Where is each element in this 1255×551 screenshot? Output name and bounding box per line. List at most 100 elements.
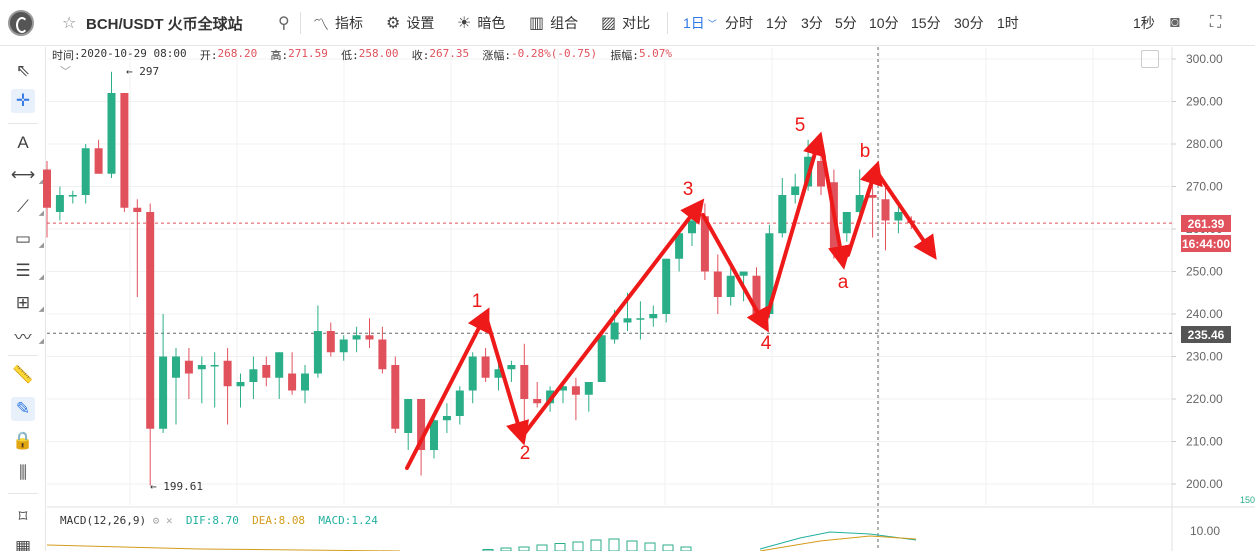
candle [184, 348, 193, 399]
candle [571, 377, 580, 421]
wave-arrow [820, 146, 852, 270]
candle [791, 173, 800, 204]
countdown-tag: 16:44:00 [1181, 235, 1231, 252]
sun-icon: ☀ [457, 15, 472, 32]
macd-bar [536, 544, 548, 551]
parallel-lines-icon[interactable]: ☰ ◢ [15, 261, 44, 281]
candle [262, 356, 271, 387]
candle [468, 352, 477, 404]
wave-label-1: 1 [472, 291, 483, 312]
candle [81, 144, 90, 204]
macd-legend: MACD(12,26,9) ⚙ ✕ DIF:8.70 DEA:8.08 MACD… [60, 512, 378, 528]
candle [55, 186, 64, 221]
candle-body [172, 356, 180, 378]
period-10m[interactable]: 10分 [869, 15, 899, 31]
fibonacci-icon[interactable]: ⊞ ◢ [15, 293, 44, 313]
candle [365, 318, 374, 348]
candle [172, 348, 180, 425]
macd-histogram [46, 531, 917, 551]
axis-tick-label: 270.00 [1186, 180, 1223, 194]
macd-bar [482, 549, 494, 551]
candle-body [430, 420, 438, 450]
tool-divider [8, 123, 38, 124]
period-1d[interactable]: 1日 ﹀ [683, 15, 717, 31]
candle-body [778, 195, 787, 234]
rectangle-icon[interactable]: ▭ ◢ [14, 229, 44, 249]
candle [133, 199, 142, 297]
candle-body [313, 331, 322, 374]
macd-bar [662, 544, 674, 551]
compare-label: 对比 [622, 15, 651, 31]
time-label: 时间: [52, 49, 81, 62]
candle-body [442, 416, 451, 421]
macd-name: MACD(12,26,9) [60, 513, 147, 527]
period-5m[interactable]: 5分 [835, 15, 857, 31]
candle-body [391, 365, 400, 429]
candle [94, 139, 103, 174]
symbol-title[interactable]: BCH/USDT 火币全球站 [86, 15, 243, 33]
favorite-star-icon[interactable]: ☆ [62, 15, 77, 32]
crosshair-icon[interactable]: ✛ [11, 89, 35, 113]
candle [146, 203, 155, 486]
wave-label-a: a [838, 272, 849, 293]
amplitude-value: 5.07% [638, 47, 673, 60]
candle-body [404, 399, 413, 433]
exchange-logo [8, 10, 34, 36]
candle [236, 373, 245, 408]
wave-label-5: 5 [795, 115, 806, 136]
candle-body [455, 390, 464, 416]
period-3m[interactable]: 3分 [801, 15, 823, 31]
search-icon[interactable]: ⚲ [278, 15, 290, 32]
brush-icon[interactable]: ✎ [11, 397, 35, 421]
period-30m[interactable]: 30分 [954, 15, 984, 31]
cursor-arrow-icon[interactable]: ⇖ [15, 61, 31, 80]
wave-arrow [764, 131, 827, 322]
refresh-interval[interactable]: 1秒 [1133, 15, 1155, 31]
settings-button[interactable]: ⚙ 设置 [386, 0, 434, 46]
fullscreen-icon[interactable]: ⛶ [1210, 14, 1222, 31]
tool-divider [8, 493, 38, 494]
candles-visibility-icon[interactable]: ⫼ [19, 463, 27, 482]
candle-body [713, 271, 722, 297]
lock-icon[interactable]: 🔒 [12, 431, 34, 450]
candle-body [675, 233, 684, 259]
macd-settings-icon[interactable]: ⚙ [152, 513, 160, 527]
wave-arrow [875, 170, 937, 260]
bookmark-icon[interactable]: ⌑ [18, 507, 28, 526]
candle-body [700, 216, 709, 272]
wave-label-3: 3 [683, 179, 694, 200]
open-label: 开: [199, 49, 218, 62]
axis-tick-label: 300.00 [1186, 52, 1223, 66]
candle-body [120, 93, 129, 208]
text-tool-icon[interactable]: A [17, 133, 29, 152]
candle [288, 352, 297, 395]
candle-body [855, 195, 864, 212]
settings-label: 设置 [406, 15, 435, 31]
collapse-legend-icon[interactable]: ﹀ [60, 66, 71, 78]
calendar-icon[interactable]: ▦ [14, 537, 32, 551]
candle-body [765, 233, 774, 314]
camera-icon[interactable]: ◙ [1170, 14, 1180, 31]
period-15m[interactable]: 15分 [911, 15, 941, 31]
ruler-icon[interactable]: 📏 [12, 365, 34, 384]
high-marker: ← 297 [126, 65, 159, 78]
macd-bar [572, 541, 584, 551]
low-label: 低: [341, 49, 359, 62]
combo-button[interactable]: ▥ 组合 [529, 0, 578, 46]
period-1m[interactable]: 1分 [766, 15, 788, 31]
candle-body [881, 199, 890, 221]
expand-chart-icon[interactable] [1141, 50, 1159, 68]
period-timeshare[interactable]: 分时 [725, 15, 753, 31]
candle-body [688, 220, 696, 234]
amplitude-label: 振幅: [610, 49, 639, 62]
trend-line-icon[interactable]: ⟋ ◢ [17, 197, 44, 217]
theme-button[interactable]: ☀ 暗色 [457, 0, 505, 46]
compare-button[interactable]: ▨ 对比 [601, 0, 650, 46]
period-1h[interactable]: 1时 [997, 15, 1019, 31]
horizontal-line-icon[interactable]: ⟷ ◢ [10, 165, 44, 185]
wave-pattern-icon[interactable]: 〰 ◢ [14, 327, 45, 347]
indicators-button[interactable]: 〽 指标 [313, 0, 363, 46]
macd-close-icon[interactable]: ✕ [165, 513, 173, 527]
wave-annotations: 1 2 3 4 5 a b ← 297 ← 199.61 [126, 65, 937, 493]
